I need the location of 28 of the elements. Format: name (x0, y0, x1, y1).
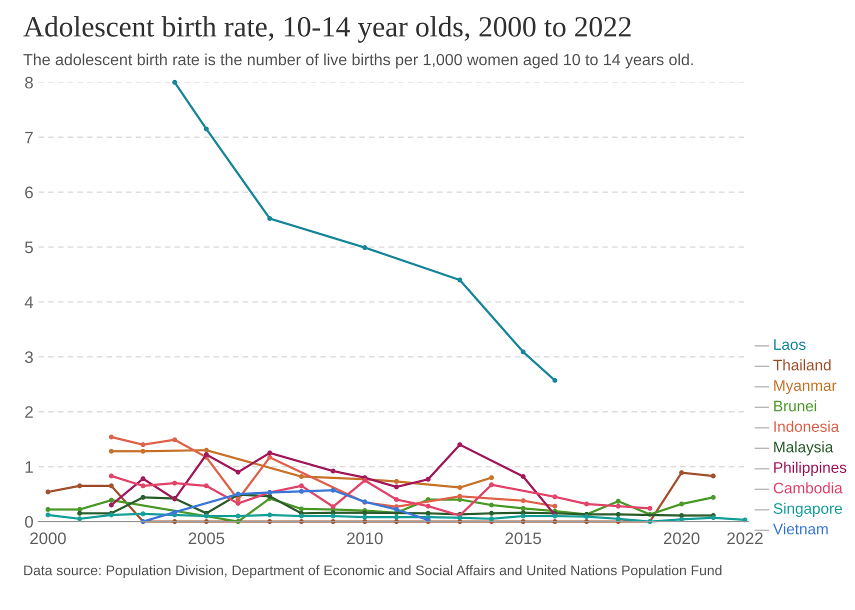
text: Laos (774, 339, 806, 350)
x-tick-label: 2010 (347, 532, 383, 544)
text: Brunei (774, 400, 816, 412)
y-tick-label: 0 (24, 516, 33, 528)
text: Cambodia (774, 482, 843, 494)
text: Philippines (774, 462, 846, 476)
text: Thailand (773, 359, 831, 370)
x-tick-label: 2015 (505, 532, 542, 544)
y-tick-label: 2 (25, 406, 33, 418)
series-label: Singapore (774, 502, 842, 517)
y-tick-label: 8 (25, 76, 33, 89)
text: Malaysia (774, 441, 834, 456)
y-tick-label: 7 (25, 132, 33, 144)
text: Vietnam (773, 523, 828, 534)
x-tick-label: 2005 (188, 532, 224, 544)
chart-subtitle: The adolescent birth rate is the number of live births per 1,000 women aged 10 to 14 years old. (23, 54, 693, 68)
x-tick-label: 2022 (727, 532, 763, 544)
y-tick-label: 6 (25, 186, 33, 198)
text: Indonesia (774, 420, 840, 432)
y-tick-label: 3 (24, 351, 33, 364)
y-tick-label: 4 (24, 296, 34, 308)
text: Myanmar (774, 380, 836, 394)
x-tick-label: 2000 (30, 532, 66, 544)
y-tick-label: 5 (25, 242, 33, 254)
source-note: Data source: Population Division, Department of Economic and Social Affairs and United Nations Population Fund (24, 565, 722, 578)
y-tick-label: 1 (26, 461, 33, 473)
chart-title: Adolescent birth rate, 10-14 year olds, 2000 to 2022 (23, 16, 631, 43)
x-tick-label: 2020 (664, 532, 700, 544)
